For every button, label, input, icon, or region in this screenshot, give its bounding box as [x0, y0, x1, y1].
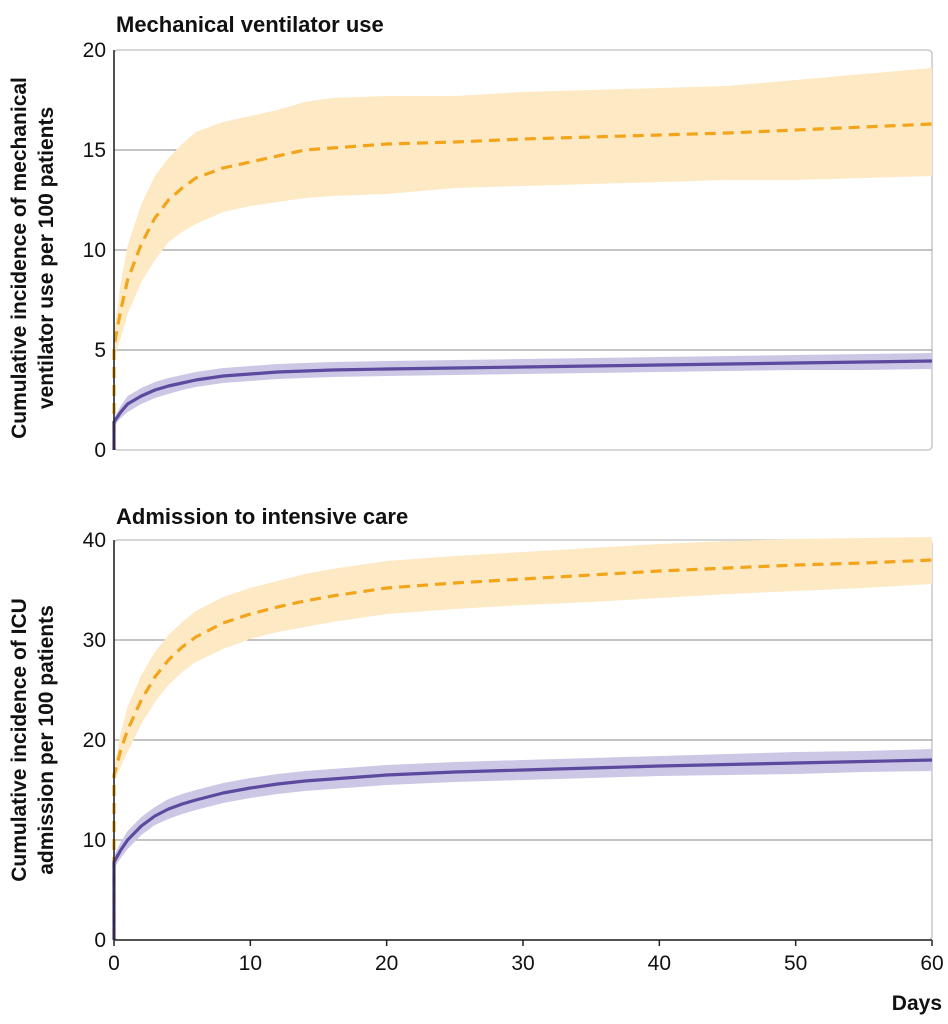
y-axis-label-line2: admission per 100 patients: [35, 605, 58, 875]
chart-panel-icu: Admission to intensive care Cumulative i…: [8, 504, 944, 975]
orange-confidence-band: [114, 68, 932, 358]
chart-title: Mechanical ventilator use: [116, 12, 384, 37]
purple-solid-line: [112, 758, 933, 940]
y-tick-label: 10: [83, 239, 106, 262]
y-axis-label-line2: ventilator use per 100 patients: [35, 107, 58, 409]
y-tick-label: 10: [83, 829, 106, 852]
y-tick-label: 15: [83, 139, 106, 162]
x-axis-label: Days: [892, 992, 942, 1015]
y-tick-label: 40: [83, 529, 106, 552]
x-tick-label: 40: [648, 952, 671, 975]
confidence-bands: [114, 68, 932, 426]
y-tick-label: 0: [94, 439, 106, 462]
y-tick-labels: 0 10 20 30 40: [83, 529, 106, 952]
y-axis-label-line1: Cumulative incidence of ICU: [8, 598, 31, 882]
purple-confidence-band: [114, 749, 932, 868]
x-tick-label: 10: [239, 952, 262, 975]
purple-solid-line: [112, 359, 933, 450]
y-tick-label: 30: [83, 629, 106, 652]
x-tick-label: 30: [511, 952, 534, 975]
x-tick-label: 0: [108, 952, 120, 975]
series-lines: [112, 558, 933, 940]
chart-panel-ventilator: Mechanical ventilator use Cumulative inc…: [8, 12, 933, 462]
orange-dashed-line: [112, 558, 933, 940]
chart-title: Admission to intensive care: [116, 504, 408, 529]
series-lines: [112, 122, 933, 450]
y-tick-label: 5: [94, 339, 106, 362]
orange-dashed-line: [112, 122, 933, 450]
y-tick-label: 20: [83, 39, 106, 62]
gridlines: [114, 639, 932, 841]
x-tick-labels: 0 10 20 30 40 50 60: [108, 940, 944, 975]
x-tick-label: 20: [375, 952, 398, 975]
orange-confidence-band: [114, 537, 932, 782]
x-tick-label: 50: [784, 952, 807, 975]
y-tick-labels: 0 5 10 15 20: [83, 39, 106, 462]
y-tick-label: 0: [94, 929, 106, 952]
y-tick-label: 20: [83, 729, 106, 752]
y-axis-label-line1: Cumulative incidence of mechanical: [8, 77, 31, 439]
x-tick-label: 60: [920, 952, 943, 975]
confidence-bands: [114, 537, 932, 868]
